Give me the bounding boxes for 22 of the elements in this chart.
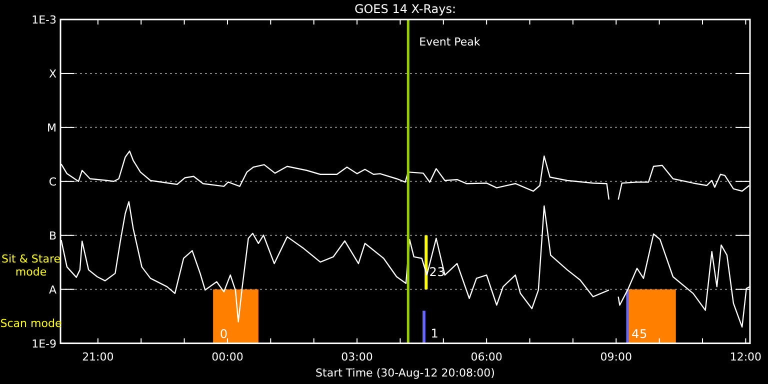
x-axis-title: Start Time (30-Aug-12 20:08:00) bbox=[316, 366, 495, 380]
y-tick-label: X bbox=[48, 67, 57, 80]
y-tick-label: A bbox=[48, 283, 57, 296]
x-tick-label: 03:00 bbox=[341, 350, 373, 364]
annotation: 0 bbox=[220, 327, 228, 342]
ref-line-label: Event Peak bbox=[419, 36, 481, 48]
y-tick-label: C bbox=[48, 175, 57, 188]
y-tick-label: M bbox=[47, 121, 56, 134]
x-tick-label: 21:00 bbox=[82, 350, 114, 364]
annotation: 5 bbox=[640, 327, 648, 342]
x-tick-label: 12:00 bbox=[730, 350, 762, 364]
annotation: 1 bbox=[430, 326, 438, 340]
annotation: 2 bbox=[429, 264, 437, 279]
chart-title: GOES 14 X-Rays: bbox=[354, 2, 456, 16]
annotation: 4 bbox=[632, 327, 640, 342]
y-tick-label: 1E-9 bbox=[32, 337, 56, 350]
x-tick-label: 00:00 bbox=[212, 350, 244, 364]
y-tick-label: B bbox=[48, 229, 56, 242]
x-tick-label: 06:00 bbox=[470, 350, 502, 364]
annotation: Sit & Stare mode bbox=[1, 252, 61, 278]
y-tick-label: 1E-3 bbox=[32, 14, 56, 26]
x-tick-label: 09:00 bbox=[600, 350, 632, 364]
